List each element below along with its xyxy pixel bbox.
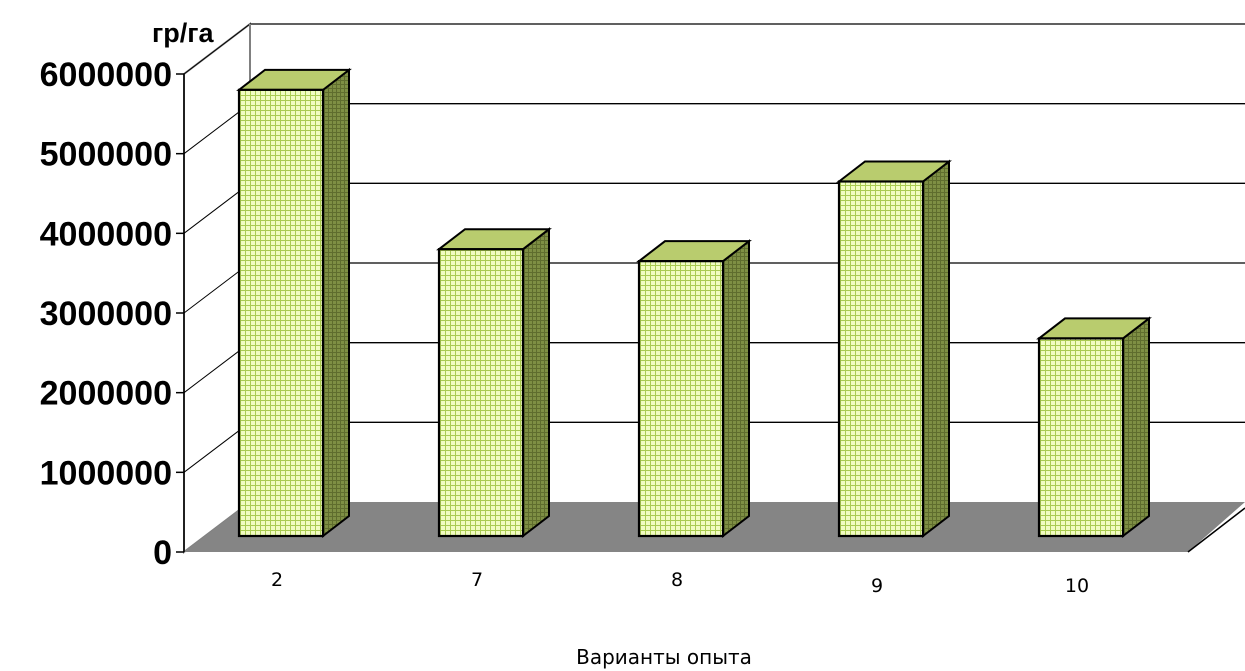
y-tick-label: 1000000	[40, 454, 172, 492]
x-axis: 2 7 8 9 10	[271, 569, 1089, 597]
bar-side	[722, 239, 750, 539]
y-axis: 0 1000000 2000000 3000000 4000000 5000000 6000…	[40, 56, 185, 572]
y-axis-unit-label: гр/га	[152, 18, 214, 48]
x-tick-label: 10	[1065, 575, 1089, 597]
x-axis-title: Варианты опыта	[576, 645, 752, 669]
bar-side	[522, 227, 550, 539]
bars	[236, 67, 1152, 539]
bar-front	[637, 260, 725, 538]
bar-front	[237, 88, 325, 538]
x-tick-label: 7	[471, 569, 483, 591]
bar-side	[322, 67, 350, 539]
bar	[436, 227, 552, 539]
floor-edge	[1187, 507, 1245, 553]
bar-front	[437, 248, 525, 538]
gridline-diagonal	[183, 23, 251, 75]
y-tick-label: 2000000	[40, 375, 172, 413]
bar	[236, 67, 352, 539]
bar-side	[1122, 316, 1150, 539]
x-tick-label: 8	[671, 569, 683, 591]
bar	[836, 159, 952, 539]
bar-front	[837, 180, 925, 538]
y-tick-label: 5000000	[40, 136, 172, 174]
bar	[636, 239, 752, 539]
bar	[1036, 316, 1152, 539]
x-tick-label: 9	[871, 575, 883, 597]
y-tick-label: 4000000	[40, 215, 172, 253]
y-tick-label: 3000000	[40, 295, 172, 333]
y-tick-label: 0	[153, 534, 172, 572]
bar-front	[1037, 337, 1125, 538]
y-tick-label: 6000000	[40, 56, 172, 94]
bar-side	[922, 159, 950, 539]
x-tick-label: 2	[271, 569, 283, 591]
